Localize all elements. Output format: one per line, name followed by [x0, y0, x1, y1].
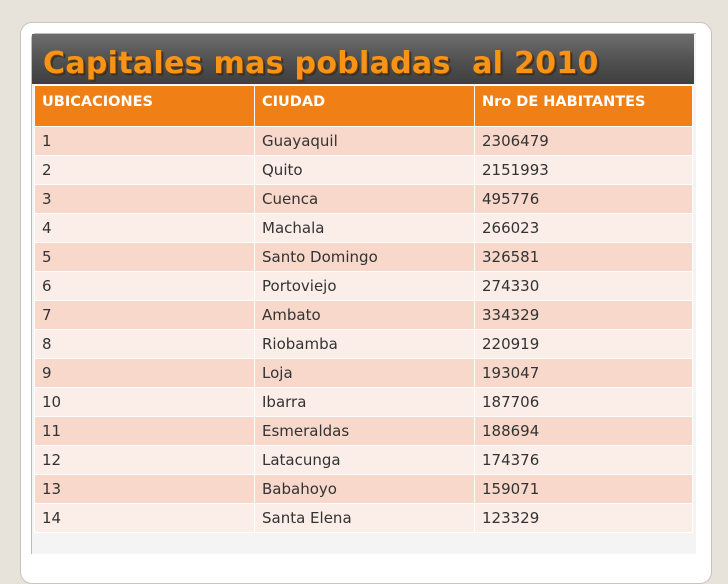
population-cell: 174376 — [474, 445, 693, 475]
population-cell: 495776 — [474, 184, 693, 214]
table-header-row: UBICACIONES CIUDAD Nro DE HABITANTES — [34, 85, 693, 127]
table-row: 9 Loja 193047 — [34, 358, 693, 388]
population-cell: 220919 — [474, 329, 693, 359]
header-ubicaciones: UBICACIONES — [34, 85, 255, 127]
rank-cell: 1 — [34, 126, 255, 156]
rank-cell: 7 — [34, 300, 255, 330]
slide-title: Capitales mas pobladas al 2010 — [43, 46, 599, 81]
city-cell: Esmeraldas — [254, 416, 475, 446]
city-cell: Riobamba — [254, 329, 475, 359]
city-cell: Cuenca — [254, 184, 475, 214]
city-cell: Santa Elena — [254, 503, 475, 533]
population-cell: 274330 — [474, 271, 693, 301]
city-cell: Santo Domingo — [254, 242, 475, 272]
table-row: 6 Portoviejo 274330 — [34, 271, 693, 301]
rank-cell: 11 — [34, 416, 255, 446]
table-row: 4 Machala 266023 — [34, 213, 693, 243]
population-cell: 266023 — [474, 213, 693, 243]
city-cell: Latacunga — [254, 445, 475, 475]
population-cell: 193047 — [474, 358, 693, 388]
rank-cell: 12 — [34, 445, 255, 475]
header-habitantes: Nro DE HABITANTES — [474, 85, 693, 127]
rank-cell: 6 — [34, 271, 255, 301]
rank-cell: 9 — [34, 358, 255, 388]
city-cell: Machala — [254, 213, 475, 243]
city-cell: Quito — [254, 155, 475, 185]
city-cell: Guayaquil — [254, 126, 475, 156]
city-cell: Ibarra — [254, 387, 475, 417]
population-cell: 2151993 — [474, 155, 693, 185]
rank-cell: 13 — [34, 474, 255, 504]
table-row: 12 Latacunga 174376 — [34, 445, 693, 475]
rank-cell: 3 — [34, 184, 255, 214]
rank-cell: 4 — [34, 213, 255, 243]
city-cell: Babahoyo — [254, 474, 475, 504]
population-cell: 123329 — [474, 503, 693, 533]
rank-cell: 5 — [34, 242, 255, 272]
rank-cell: 14 — [34, 503, 255, 533]
table-row: 14 Santa Elena 123329 — [34, 503, 693, 533]
table-row: 10 Ibarra 187706 — [34, 387, 693, 417]
population-table: UBICACIONES CIUDAD Nro DE HABITANTES 1 G… — [34, 85, 693, 533]
table-row: 3 Cuenca 495776 — [34, 184, 693, 214]
table-row: 8 Riobamba 220919 — [34, 329, 693, 359]
population-cell: 188694 — [474, 416, 693, 446]
city-cell: Portoviejo — [254, 271, 475, 301]
rank-cell: 2 — [34, 155, 255, 185]
population-cell: 159071 — [474, 474, 693, 504]
table-row: 7 Ambato 334329 — [34, 300, 693, 330]
title-band — [32, 34, 694, 84]
population-cell: 2306479 — [474, 126, 693, 156]
city-cell: Ambato — [254, 300, 475, 330]
population-cell: 334329 — [474, 300, 693, 330]
population-cell: 187706 — [474, 387, 693, 417]
table-row: 5 Santo Domingo 326581 — [34, 242, 693, 272]
header-ciudad: CIUDAD — [254, 85, 475, 127]
rank-cell: 10 — [34, 387, 255, 417]
population-cell: 326581 — [474, 242, 693, 272]
table-row: 11 Esmeraldas 188694 — [34, 416, 693, 446]
table-row: 2 Quito 2151993 — [34, 155, 693, 185]
rank-cell: 8 — [34, 329, 255, 359]
city-cell: Loja — [254, 358, 475, 388]
table-row: 13 Babahoyo 159071 — [34, 474, 693, 504]
table-row: 1 Guayaquil 2306479 — [34, 126, 693, 156]
